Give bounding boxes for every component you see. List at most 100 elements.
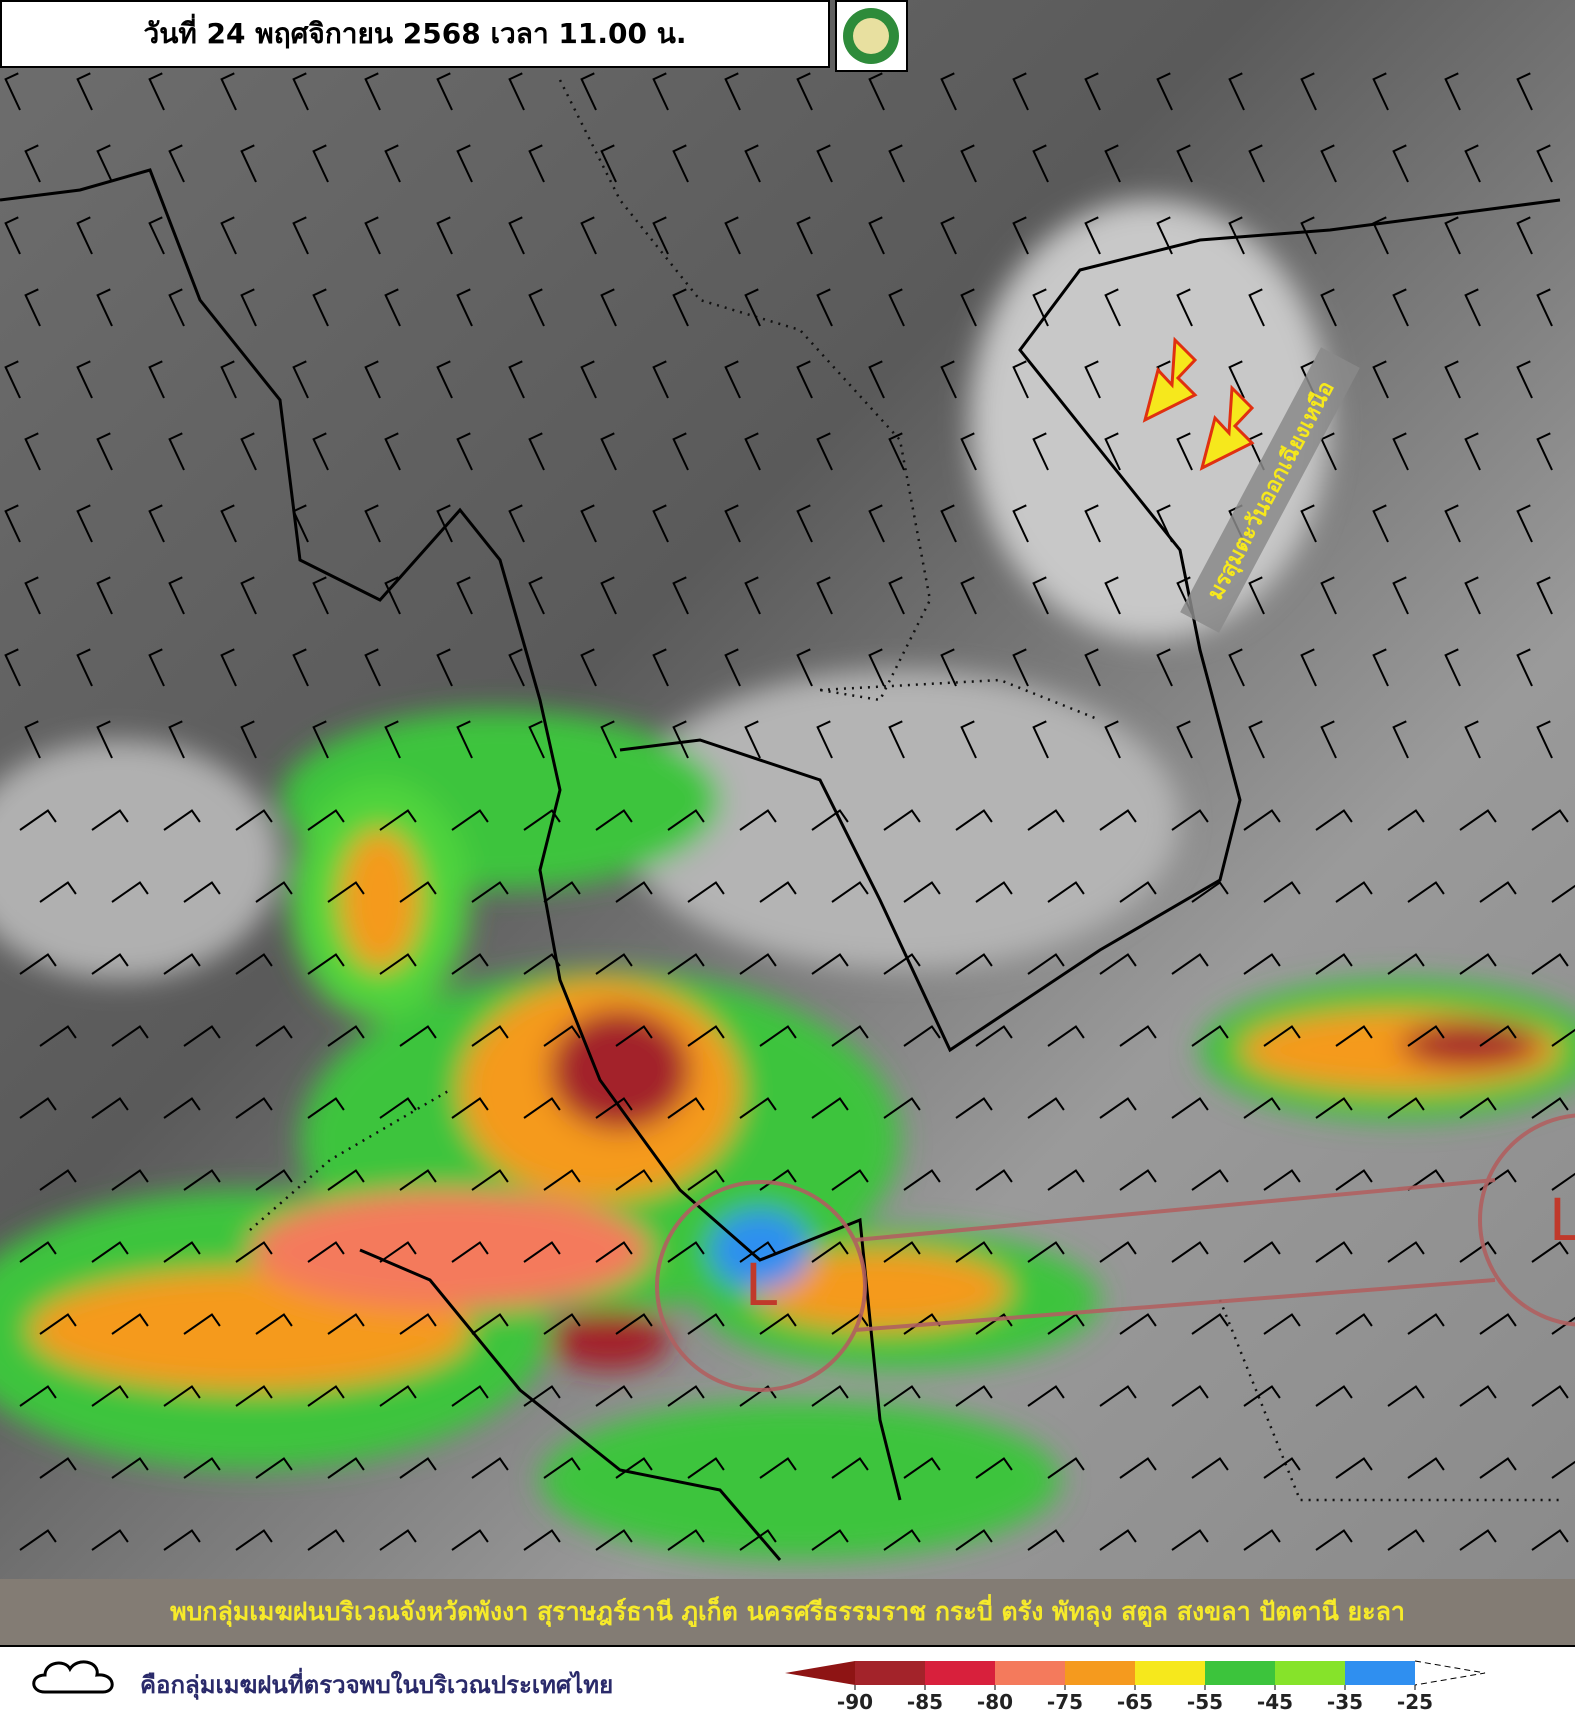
wind-barb	[307, 1385, 345, 1407]
wind-barb	[1099, 1241, 1137, 1263]
wind-barb	[672, 144, 689, 183]
wind-barb	[1551, 1028, 1575, 1047]
wind-barb	[883, 1241, 921, 1263]
scale-tick-label: -75	[1047, 1690, 1083, 1714]
wind-barb	[183, 1313, 221, 1335]
wind-barb	[543, 1169, 581, 1191]
wind-barb	[1099, 1097, 1137, 1119]
wind-barb	[148, 504, 165, 543]
wind-barb	[163, 1385, 201, 1407]
wind-barb	[1392, 576, 1409, 615]
wind-barb	[580, 216, 597, 255]
wind-barb	[111, 1169, 149, 1191]
wind-barb	[508, 504, 525, 543]
wind-barb	[580, 72, 597, 111]
wind-barb	[960, 144, 977, 183]
wind-barb	[91, 1385, 129, 1407]
wind-barb	[1536, 576, 1553, 615]
caption: พบกลุ่มเมฆฝนบริเวณจังหวัดพังงา สุราษฎร์ธ…	[0, 1579, 1575, 1645]
wind-barb	[759, 1457, 797, 1479]
scale-segment	[995, 1661, 1065, 1685]
wind-barb	[1407, 1457, 1445, 1479]
wind-barb	[1248, 144, 1265, 183]
wind-barb	[1407, 1313, 1445, 1335]
wind-barb	[1551, 1460, 1575, 1479]
wind-barb	[91, 1097, 129, 1119]
wind-barb	[595, 1385, 633, 1407]
legend: คือกลุ่มเมฆฝนที่ตรวจพบในบริเวณประเทศไทย …	[0, 1645, 1575, 1716]
wind-barb	[1372, 72, 1389, 111]
wind-barb	[168, 432, 185, 471]
wind-barb	[292, 72, 309, 111]
wind-barb	[883, 809, 921, 831]
wind-barb	[811, 1529, 849, 1551]
wind-barb	[1243, 1385, 1281, 1407]
wind-barb	[903, 1025, 941, 1047]
wind-barb	[759, 881, 797, 903]
wind-barb	[19, 809, 57, 831]
wind-barb	[1171, 953, 1209, 975]
wind-barb	[220, 72, 237, 111]
wind-barb	[1444, 648, 1461, 687]
wind-barb	[1516, 360, 1533, 399]
wind-barb	[96, 144, 113, 183]
wind-barb	[955, 809, 993, 831]
wind-barb	[456, 288, 473, 327]
wind-barb	[1027, 1385, 1065, 1407]
wind-barb	[600, 720, 617, 759]
wind-barb	[1392, 144, 1409, 183]
scale-segment	[925, 1661, 995, 1685]
wind-barb	[1119, 1313, 1157, 1335]
wind-barb	[724, 216, 741, 255]
scale-tick-label: -45	[1257, 1690, 1293, 1714]
wind-barb	[384, 720, 401, 759]
wind-barb	[327, 1457, 365, 1479]
wind-barb	[456, 720, 473, 759]
wind-barb	[1243, 1529, 1281, 1551]
wind-barb	[148, 648, 165, 687]
wind-barb	[235, 1385, 273, 1407]
wind-barb	[111, 1313, 149, 1335]
wind-barb	[739, 953, 777, 975]
wind-barb	[163, 1529, 201, 1551]
wind-barb	[1012, 648, 1029, 687]
wind-barb	[436, 216, 453, 255]
wind-barb	[436, 648, 453, 687]
wind-barb	[240, 720, 257, 759]
wind-barb	[327, 1025, 365, 1047]
wind-barb	[1243, 809, 1281, 831]
wind-barb	[1335, 1025, 1373, 1047]
wind-barb	[1032, 288, 1049, 327]
wind-barb	[811, 1241, 849, 1263]
wind-barb	[1243, 1097, 1281, 1119]
wind-barb	[307, 953, 345, 975]
wind-barb	[19, 1097, 57, 1119]
wind-barb	[816, 720, 833, 759]
wind-barb	[163, 809, 201, 831]
wind-barb	[796, 504, 813, 543]
wind-barb	[471, 1457, 509, 1479]
wind-barb	[1444, 72, 1461, 111]
wind-barb	[1315, 953, 1353, 975]
wind-barb	[1191, 1457, 1229, 1479]
wind-barb	[903, 1169, 941, 1191]
wind-barb	[1387, 1529, 1425, 1551]
wind-barb	[508, 360, 525, 399]
wind-barb	[1531, 1385, 1569, 1407]
wind-barb	[652, 360, 669, 399]
wind-barb	[255, 1313, 293, 1335]
wind-barb	[1551, 1316, 1575, 1335]
wind-barb	[724, 504, 741, 543]
wind-barb	[292, 648, 309, 687]
scale-tick-label: -80	[977, 1690, 1013, 1714]
scale-segment	[785, 1661, 855, 1685]
wind-barb	[1392, 432, 1409, 471]
wind-barb	[1320, 720, 1337, 759]
wind-barb	[888, 576, 905, 615]
wind-barb	[1012, 216, 1029, 255]
wind-barb	[672, 288, 689, 327]
wind-barb	[652, 648, 669, 687]
scale-segment	[1345, 1661, 1415, 1685]
wind-barb	[1156, 216, 1173, 255]
wind-barb	[868, 648, 885, 687]
